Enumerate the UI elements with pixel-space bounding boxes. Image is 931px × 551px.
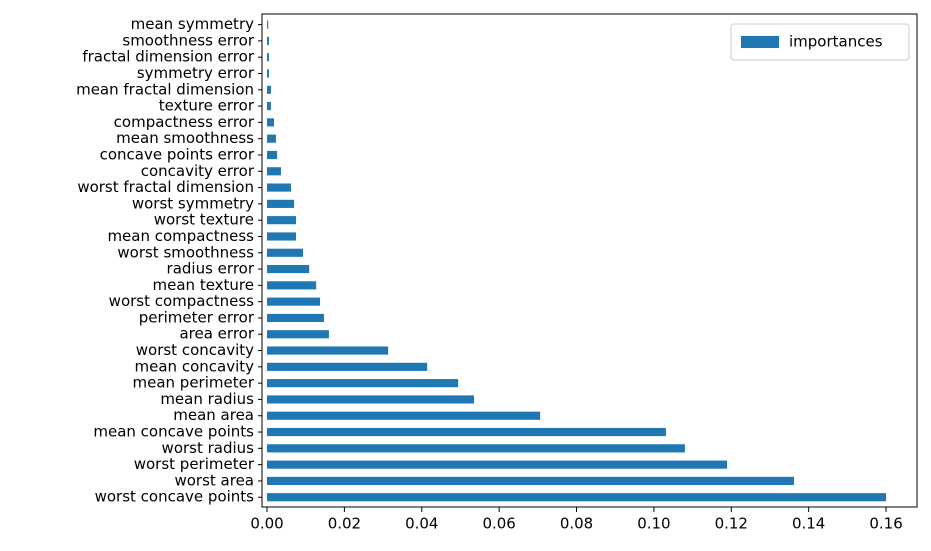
- bar: [267, 313, 324, 323]
- bar: [267, 330, 329, 339]
- y-tick-label: worst texture: [154, 211, 254, 229]
- bar: [267, 216, 297, 225]
- bar: [267, 183, 292, 192]
- y-tick-label: perimeter error: [139, 308, 255, 326]
- x-tick-label: 0.10: [637, 515, 670, 533]
- bar: [267, 199, 295, 208]
- bar: [267, 248, 304, 257]
- y-tick-label: mean concavity: [135, 357, 255, 375]
- y-tick-label: concave points error: [100, 145, 255, 163]
- y-tick-label: mean texture: [153, 276, 254, 294]
- y-tick-label: compactness error: [114, 113, 255, 131]
- y-tick-label: smoothness error: [122, 31, 254, 49]
- x-tick-label: 0.12: [715, 515, 748, 533]
- x-tick-label: 0.02: [328, 515, 361, 533]
- bar: [267, 346, 389, 355]
- y-tick-label: worst area: [174, 471, 254, 489]
- y-tick-label: worst perimeter: [134, 455, 255, 473]
- bar: [267, 150, 278, 160]
- x-tick-label: 0.14: [792, 515, 825, 533]
- bar: [267, 297, 321, 306]
- bar: [267, 264, 310, 274]
- x-tick-label: 0.16: [869, 515, 902, 533]
- bar: [267, 395, 475, 404]
- x-tick-label: 0.06: [482, 515, 515, 533]
- bar: [267, 20, 269, 29]
- bar: [267, 379, 459, 388]
- bar: [267, 167, 281, 176]
- y-tick-label: mean perimeter: [132, 374, 254, 392]
- bar: [267, 444, 685, 453]
- y-tick-label: mean compactness: [107, 227, 254, 245]
- bar: [267, 281, 317, 290]
- y-tick-label: fractal dimension error: [82, 48, 255, 66]
- y-tick-label: mean fractal dimension: [76, 80, 254, 98]
- bar: [267, 134, 276, 143]
- legend-swatch: [741, 36, 779, 48]
- bar: [267, 460, 728, 469]
- y-tick-label: worst symmetry: [132, 194, 254, 212]
- bar: [267, 85, 271, 94]
- bar: [267, 36, 269, 45]
- y-tick-label: symmetry error: [137, 64, 255, 82]
- y-tick-label: worst concave points: [95, 488, 255, 506]
- y-tick-label: worst smoothness: [117, 243, 254, 261]
- legend-label: importances: [789, 33, 883, 51]
- y-tick-label: worst fractal dimension: [77, 178, 254, 196]
- legend-box: [730, 23, 910, 61]
- y-tick-label: mean smoothness: [116, 129, 254, 147]
- y-tick-label: worst radius: [162, 439, 255, 457]
- x-tick-label: 0.00: [250, 515, 283, 533]
- y-tick-label: worst concavity: [136, 341, 254, 359]
- bar: [267, 493, 887, 502]
- x-tick-label: 0.08: [560, 515, 593, 533]
- y-tick-label: area error: [179, 325, 254, 343]
- bar: [267, 102, 271, 111]
- y-tick-label: worst compactness: [109, 292, 255, 310]
- y-tick-label: mean concave points: [93, 423, 254, 441]
- bar: [267, 232, 297, 241]
- x-tick-label: 0.04: [405, 515, 438, 533]
- y-tick-label: concavity error: [141, 162, 255, 180]
- bar: [267, 476, 794, 485]
- y-tick-label: mean area: [173, 406, 254, 424]
- bar: [267, 69, 269, 78]
- y-tick-label: texture error: [159, 97, 255, 115]
- bar: [267, 53, 269, 62]
- y-tick-label: radius error: [167, 260, 255, 278]
- plot-frame: [261, 13, 918, 508]
- bar: [267, 118, 274, 127]
- bar: [267, 362, 428, 371]
- y-tick-label: mean radius: [160, 390, 254, 408]
- bar: [267, 411, 541, 420]
- bar: [267, 427, 666, 437]
- y-tick-label: mean symmetry: [131, 15, 254, 33]
